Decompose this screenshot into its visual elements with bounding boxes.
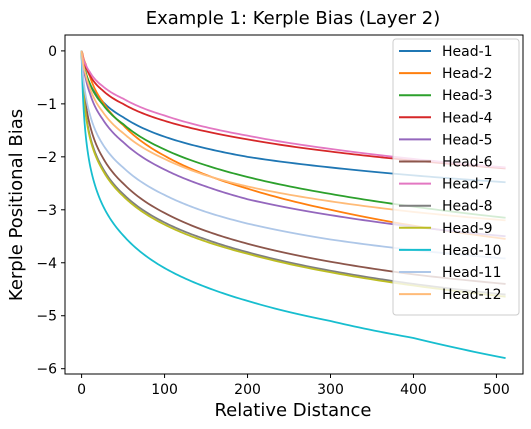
legend-label-head-7: Head-7 bbox=[442, 177, 493, 193]
legend-label-head-6: Head-6 bbox=[442, 155, 493, 171]
legend-frame bbox=[392, 38, 520, 316]
y-tick-label: −5 bbox=[36, 309, 57, 325]
legend-label-head-9: Head-9 bbox=[442, 221, 493, 237]
plot-series-group bbox=[80, 50, 506, 359]
series-line-head-5 bbox=[80, 50, 506, 238]
x-tick-label: 100 bbox=[151, 382, 178, 398]
series-line-head-9 bbox=[80, 50, 506, 298]
y-tick-label: −1 bbox=[36, 97, 57, 113]
x-tick-label: 400 bbox=[400, 382, 427, 398]
x-tick-label: 200 bbox=[234, 382, 261, 398]
series-line-head-7 bbox=[80, 50, 506, 169]
legend: Head-1 Head-2 Head-3 Head-4 Head-5 Head-6 Head… bbox=[392, 38, 520, 316]
legend-label-head-3: Head-3 bbox=[442, 88, 493, 104]
x-tick-label: 0 bbox=[77, 382, 86, 398]
y-tick-label: −2 bbox=[36, 150, 57, 166]
legend-label-head-5: Head-5 bbox=[442, 132, 493, 148]
y-tick-label: −6 bbox=[36, 362, 57, 378]
x-axis-title: Relative Distance bbox=[214, 400, 371, 421]
legend-label-head-2: Head-2 bbox=[442, 66, 493, 82]
chart-title: Example 1: Kerple Bias (Layer 2) bbox=[146, 8, 441, 29]
y-axis-title: Kerple Positional Bias bbox=[6, 109, 27, 301]
x-tick-label: 500 bbox=[483, 382, 510, 398]
y-axis: 0 −1 −2 −3 −4 −5 −6 bbox=[36, 44, 65, 378]
series-line-head-12 bbox=[80, 50, 506, 222]
legend-label-head-12: Head-12 bbox=[442, 287, 501, 303]
y-tick-label: −3 bbox=[36, 203, 57, 219]
legend-label-head-11: Head-11 bbox=[442, 265, 501, 281]
series-line-head-11 bbox=[80, 50, 506, 260]
x-axis: 0 100 200 300 400 500 bbox=[77, 374, 510, 398]
plot-frame bbox=[64, 34, 524, 375]
x-tick-label: 300 bbox=[317, 382, 344, 398]
legend-label-head-1: Head-1 bbox=[442, 44, 493, 60]
y-tick-label: 0 bbox=[48, 44, 57, 60]
legend-label-head-10: Head-10 bbox=[442, 243, 501, 259]
legend-label-head-4: Head-4 bbox=[442, 110, 493, 126]
y-tick-label: −4 bbox=[36, 256, 57, 272]
legend-label-head-8: Head-8 bbox=[442, 199, 493, 215]
series-line-head-10 bbox=[80, 50, 506, 359]
